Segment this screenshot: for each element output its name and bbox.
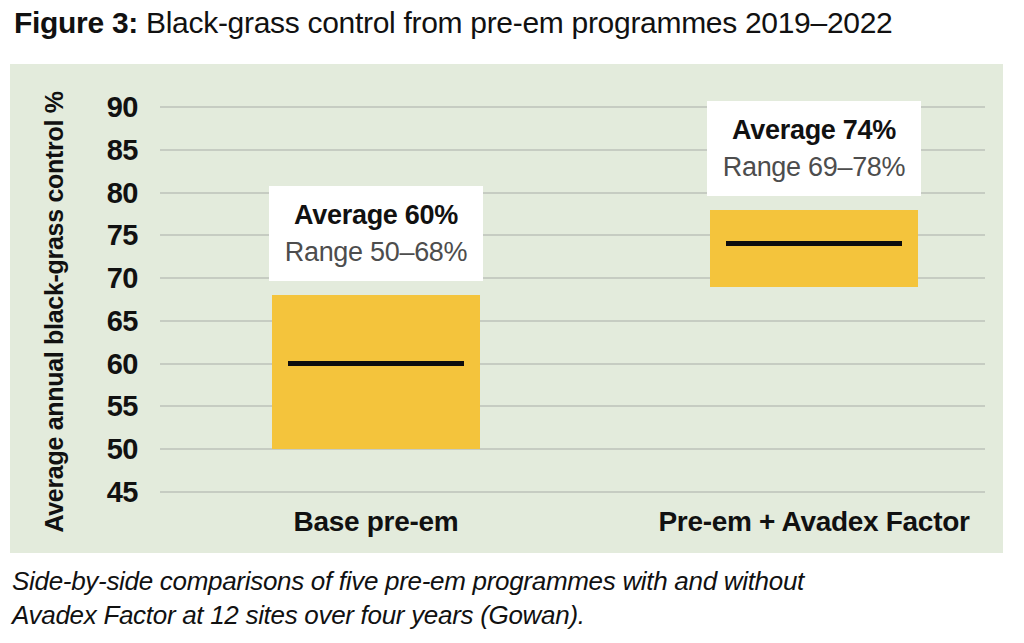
annotation-box: Average 74%Range 69–78% [707, 101, 921, 196]
y-tick-label: 60 [54, 349, 138, 379]
y-tick-label: 65 [54, 306, 138, 336]
x-category-label: Base pre-em [172, 506, 580, 538]
y-tick-label: 80 [54, 178, 138, 208]
y-tick-label: 50 [54, 434, 138, 464]
y-tick-label: 55 [54, 391, 138, 421]
average-line [288, 361, 464, 366]
range-bar [272, 295, 480, 449]
caption-line-2: Avadex Factor at 12 sites over four year… [12, 598, 804, 632]
figure-caption: Side-by-side comparisons of five pre-em … [12, 564, 804, 632]
y-tick-label: 85 [54, 135, 138, 165]
chart-plot-area: Average annual black-grass control % 908… [10, 64, 1003, 553]
x-category-label: Pre-em + Avadex Factor [610, 506, 1018, 538]
annotation-average-text: Average 74% [707, 111, 921, 149]
figure-title-text: Black-grass control from pre-em programm… [138, 6, 892, 39]
y-tick-label: 70 [54, 263, 138, 293]
figure-page: Figure 3: Black-grass control from pre-e… [0, 0, 1024, 643]
caption-line-1: Side-by-side comparisons of five pre-em … [12, 564, 804, 598]
annotation-range-text: Range 69–78% [707, 149, 921, 185]
annotation-average-text: Average 60% [269, 196, 483, 234]
range-bar [710, 210, 918, 287]
y-tick-label: 75 [54, 220, 138, 250]
figure-title: Figure 3: Black-grass control from pre-e… [14, 6, 892, 40]
y-tick-label: 45 [54, 477, 138, 507]
annotation-range-text: Range 50–68% [269, 234, 483, 270]
average-line [726, 241, 902, 246]
gridline [160, 491, 985, 493]
y-tick-label: 90 [54, 92, 138, 122]
figure-number-label: Figure 3: [14, 6, 138, 39]
annotation-box: Average 60%Range 50–68% [269, 186, 483, 281]
